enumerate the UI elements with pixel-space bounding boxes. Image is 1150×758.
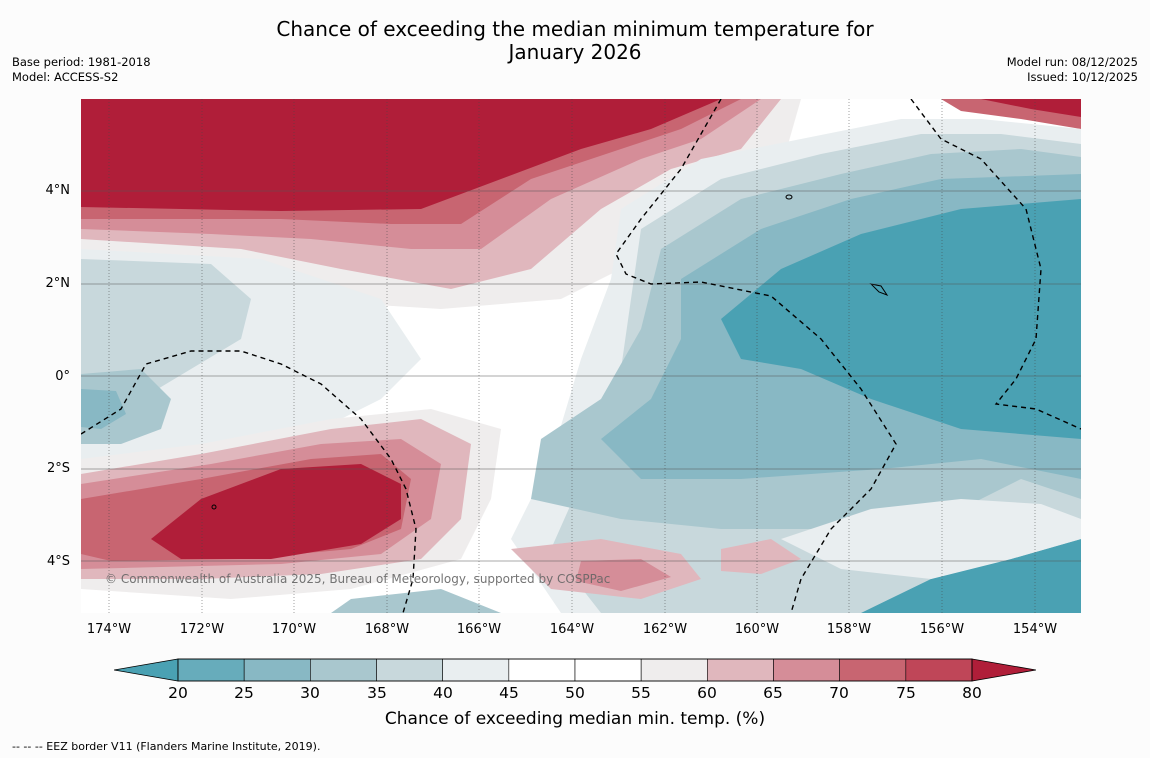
title-line-1: Chance of exceeding the median minimum t…	[276, 17, 874, 41]
contour-south-mid-70	[576, 559, 671, 591]
contour-north-80	[81, 99, 721, 211]
lon-label-170w: 170°W	[271, 622, 317, 637]
colorbar-cell	[640, 658, 708, 682]
contour-ne-warm-2	[981, 99, 1081, 117]
colorbar	[114, 658, 1036, 682]
contour-south-east-white	[781, 499, 1081, 579]
map-title: Chance of exceeding the median minimum t…	[0, 18, 1150, 64]
colorbar-high-extend	[971, 658, 1036, 682]
lon-label-156w: 156°W	[919, 622, 965, 637]
contour-south-bottom-cool	[331, 589, 501, 613]
colorbar-cell	[574, 658, 642, 682]
lon-label-164w: 164°W	[549, 622, 595, 637]
title-line-2: January 2026	[508, 40, 642, 64]
colorbar-label: Chance of exceeding median min. temp. (%…	[384, 709, 766, 729]
colorbar-cell	[773, 658, 840, 682]
lat-label-4s: 4°S	[46, 554, 70, 569]
colorbar-low-extend	[114, 658, 179, 682]
eez-borders	[81, 99, 1081, 613]
contour-south-80	[151, 464, 401, 559]
cbar-tick-70: 70	[829, 684, 849, 702]
lon-label-168w: 168°W	[364, 622, 410, 637]
colorbar-cells	[177, 658, 973, 682]
cbar-tick-35: 35	[367, 684, 387, 702]
run-info: Model run: 08/12/2025 Issued: 10/12/2025	[1007, 55, 1138, 85]
cbar-tick-30: 30	[300, 684, 320, 702]
contour-west-25	[81, 389, 126, 429]
cbar-tick-65: 65	[763, 684, 783, 702]
base-period: Base period: 1981-2018	[12, 55, 151, 69]
issued-date: Issued: 10/12/2025	[1027, 70, 1138, 84]
cbar-tick-80: 80	[962, 684, 982, 702]
colorbar-cell	[707, 658, 774, 682]
lon-label-172w: 172°W	[179, 622, 225, 637]
cbar-tick-25: 25	[234, 684, 254, 702]
lat-label-0: 0°	[55, 369, 70, 384]
colorbar-cell	[839, 658, 907, 682]
model-name: Model: ACCESS-S2	[12, 70, 119, 84]
lon-label-162w: 162°W	[642, 622, 688, 637]
colorbar-cell	[905, 658, 973, 682]
contour-south-east-cool	[861, 539, 1081, 613]
island-2	[869, 283, 889, 297]
base-info: Base period: 1981-2018 Model: ACCESS-S2	[12, 55, 151, 85]
forecast-map	[81, 99, 1081, 613]
colorbar-cell	[310, 658, 377, 682]
lon-label-160w: 160°W	[734, 622, 780, 637]
model-run-date: Model run: 08/12/2025	[1006, 55, 1138, 69]
lat-label-2s: 2°S	[46, 461, 70, 476]
lat-label-2n: 2°N	[45, 276, 71, 291]
colorbar-cell	[243, 658, 311, 682]
eez-footnote: -- -- -- EEZ border V11 (Flanders Marine…	[12, 740, 321, 753]
cbar-tick-45: 45	[499, 684, 519, 702]
cbar-tick-20: 20	[168, 684, 188, 702]
contour-south-east-65	[721, 539, 801, 574]
island-1	[785, 194, 793, 200]
colorbar-cell	[442, 658, 510, 682]
colorbar-cell	[508, 658, 576, 682]
lon-label-154w: 154°W	[1012, 622, 1058, 637]
cbar-tick-40: 40	[433, 684, 453, 702]
lon-label-174w: 174°W	[86, 622, 132, 637]
lon-label-158w: 158°W	[826, 622, 872, 637]
cbar-tick-50: 50	[565, 684, 585, 702]
lat-label-4n: 4°N	[45, 183, 71, 198]
cbar-tick-75: 75	[896, 684, 916, 702]
contour-east-20	[721, 199, 1081, 439]
latitude-lines	[81, 190, 1081, 562]
island-3	[211, 504, 217, 510]
cbar-tick-60: 60	[697, 684, 717, 702]
copyright-notice: © Commonwealth of Australia 2025, Bureau…	[105, 572, 611, 586]
colorbar-cell	[376, 658, 443, 682]
contour-field	[81, 99, 1081, 613]
colorbar-outline	[177, 658, 973, 682]
colorbar-cell	[177, 658, 245, 682]
lon-label-166w: 166°W	[456, 622, 502, 637]
cbar-tick-55: 55	[631, 684, 651, 702]
